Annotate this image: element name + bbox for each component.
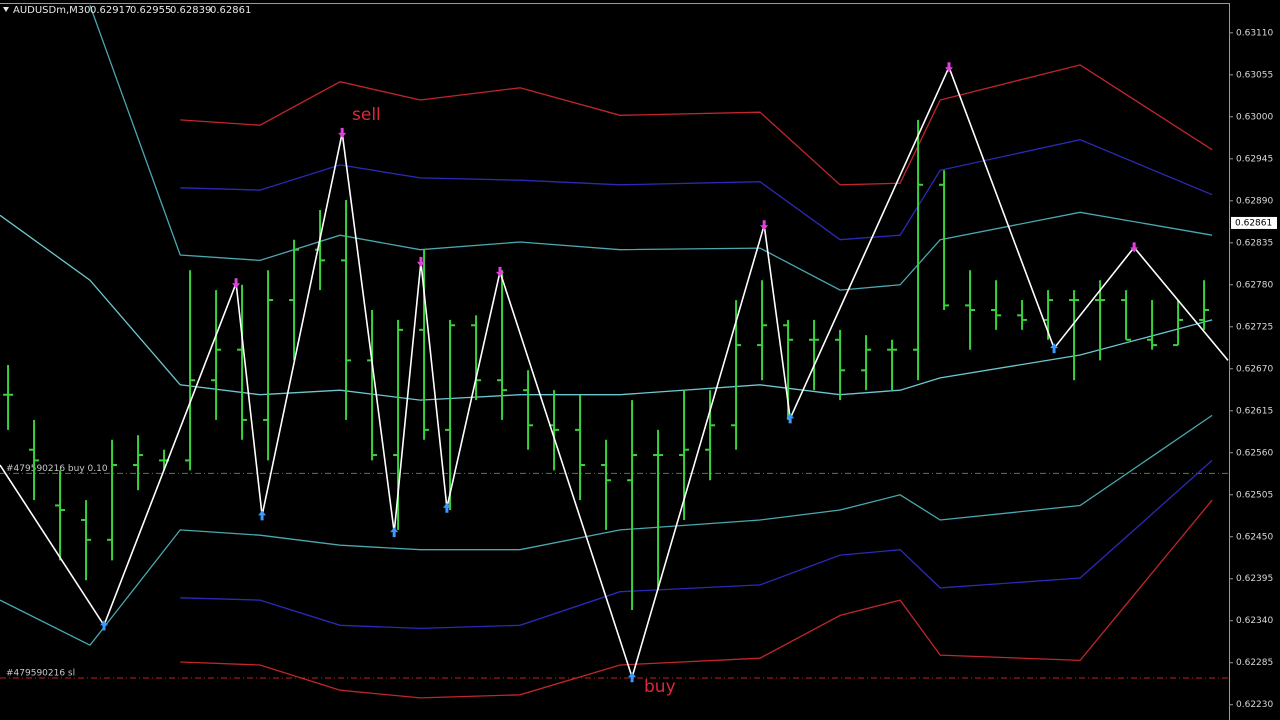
header-open: 0.62917 bbox=[90, 5, 131, 16]
buy-label: buy bbox=[644, 677, 676, 697]
band-line bbox=[89, 5, 1213, 291]
y-tick-label: 0.62615 bbox=[1236, 406, 1273, 416]
sell-arrow bbox=[338, 127, 347, 138]
sell-arrow bbox=[495, 266, 504, 277]
y-tick-label: 0.62890 bbox=[1236, 196, 1273, 206]
sell-arrow bbox=[416, 256, 425, 267]
header-icon bbox=[3, 7, 9, 12]
y-tick-label: 0.62780 bbox=[1236, 280, 1273, 290]
buy-arrow bbox=[100, 620, 109, 631]
y-tick-label: 0.62560 bbox=[1236, 448, 1273, 458]
sell-arrow bbox=[232, 278, 241, 289]
band-line bbox=[0, 414, 1213, 647]
sell-arrow bbox=[760, 220, 769, 231]
price-box bbox=[1231, 216, 1277, 229]
zigzag-line bbox=[0, 65, 1229, 680]
order-label: #479590216 buy 0.10 bbox=[6, 464, 108, 474]
price-label: 0.62861 bbox=[1235, 218, 1272, 228]
y-tick-label: 0.62395 bbox=[1236, 574, 1273, 584]
y-tick-label: 0.63055 bbox=[1236, 70, 1273, 80]
y-tick-label: 0.62340 bbox=[1236, 616, 1273, 626]
y-tick-label: 0.62505 bbox=[1236, 490, 1273, 500]
band-line bbox=[180, 64, 1213, 186]
buy-arrow bbox=[786, 413, 795, 424]
band-line bbox=[180, 139, 1213, 241]
symbol: AUDUSDm,M30 bbox=[13, 5, 91, 16]
sell-arrow bbox=[945, 62, 954, 73]
header-high: 0.62955 bbox=[130, 5, 171, 16]
plot: #479590216 buy 0.10 #479590216 sl bbox=[0, 5, 1229, 699]
buy-arrow bbox=[628, 672, 637, 683]
buy-arrow bbox=[390, 527, 399, 538]
y-tick-label: 0.62450 bbox=[1236, 532, 1273, 542]
header-low: 0.62839 bbox=[170, 5, 211, 16]
band-line bbox=[180, 459, 1213, 630]
y-tick-label: 0.62945 bbox=[1236, 154, 1273, 164]
y-tick-label: 0.62725 bbox=[1236, 322, 1273, 332]
y-tick-label: 0.62835 bbox=[1236, 238, 1273, 248]
sell-arrow bbox=[1130, 242, 1139, 253]
y-tick-label: 0.63110 bbox=[1236, 28, 1273, 38]
band-line bbox=[180, 499, 1213, 699]
sell-label: sell bbox=[352, 105, 381, 125]
buy-arrow bbox=[442, 502, 451, 513]
y-tick-label: 0.62285 bbox=[1236, 658, 1273, 668]
y-tick-label: 0.62670 bbox=[1236, 364, 1273, 374]
y-tick-label: 0.63000 bbox=[1236, 112, 1273, 122]
order-label: #479590216 sl bbox=[6, 669, 75, 679]
y-tick-label: 0.62230 bbox=[1236, 700, 1273, 710]
band-line bbox=[0, 214, 1213, 401]
buy-arrow bbox=[258, 510, 267, 521]
header-close: 0.62861 bbox=[210, 5, 251, 16]
buy-arrow bbox=[1050, 343, 1059, 354]
